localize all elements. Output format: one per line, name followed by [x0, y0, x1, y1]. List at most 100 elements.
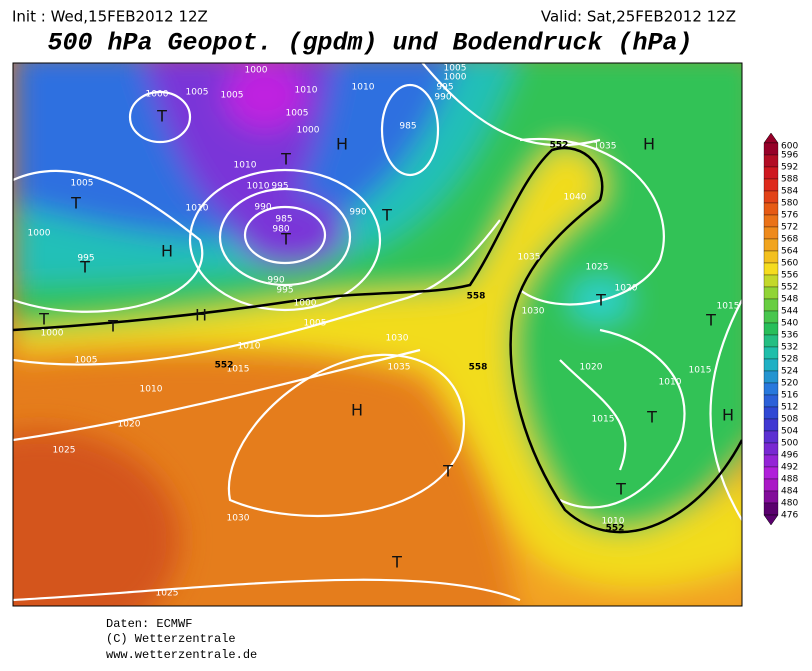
isobar-label: 1000	[245, 66, 268, 76]
isobar-label: 1030	[522, 307, 545, 317]
colorbar-arrow-bottom	[763, 514, 779, 526]
isobar-label: 1015	[227, 365, 250, 375]
isobar-label: 1000	[28, 229, 51, 239]
copyright: (C) Wetterzentrale	[106, 632, 236, 646]
isobar-label: 1030	[386, 334, 409, 344]
pressure-center: T	[381, 206, 392, 225]
colorbar-swatch	[763, 226, 779, 240]
pressure-center: H	[722, 406, 734, 425]
colorbar-label: 544	[781, 307, 798, 317]
isobar-label: 1035	[518, 253, 541, 263]
isobar-label: 1005	[444, 64, 467, 74]
pressure-center: T	[70, 194, 81, 213]
isobar-label: 1040	[564, 193, 587, 203]
colorbar-swatch	[763, 454, 779, 468]
isobar-label: 995	[276, 286, 293, 296]
colorbar-swatch	[763, 286, 779, 300]
isobar-label: 552	[215, 361, 234, 371]
init-time: Init : Wed,15FEB2012 12Z	[12, 8, 208, 26]
isobar-label: 1000	[294, 299, 317, 309]
pressure-center: H	[351, 401, 363, 420]
isobar-label: 995	[271, 182, 288, 192]
isobar-label: 1015	[592, 415, 615, 425]
colorbar-label: 532	[781, 343, 798, 353]
colorbar-label: 548	[781, 295, 798, 305]
isobar	[218, 187, 352, 287]
pressure-center: H	[643, 135, 655, 154]
isobar-label: 1005	[221, 91, 244, 101]
isobar	[709, 299, 742, 521]
isobar	[13, 219, 501, 366]
colorbar-label: 572	[781, 223, 798, 233]
isobar-label: 1035	[388, 363, 411, 373]
colorbar-label: 528	[781, 355, 798, 365]
field-purple-low	[235, 197, 345, 267]
pressure-center: T	[442, 462, 453, 481]
isobar-label: 1020	[118, 420, 141, 430]
colorbar-swatch	[763, 394, 779, 408]
pressure-center: T	[79, 258, 90, 277]
colorbar-swatch	[763, 214, 779, 228]
pressure-center: T	[107, 317, 118, 336]
isobar-label: 558	[467, 292, 486, 302]
map-field: 1000 1005 1005 1000 1010 1010 1005 1000 1005 1000…	[13, 63, 742, 606]
pressure-center: T	[595, 291, 606, 310]
pressure-center: T	[391, 553, 402, 572]
isobar-label: 1025	[156, 589, 179, 599]
contour-552	[13, 146, 742, 534]
isobar	[559, 359, 627, 471]
colorbar-label: 592	[781, 163, 798, 173]
isobar	[380, 83, 440, 177]
colorbar-swatch	[763, 250, 779, 264]
colorbar-swatch	[763, 238, 779, 252]
isobar-label: 1005	[75, 356, 98, 366]
isobar-label: 990	[254, 203, 271, 213]
pressure-center: H	[161, 242, 173, 261]
colorbar-label: 580	[781, 199, 798, 209]
website: www.wetterzentrale.de	[106, 648, 257, 662]
isobar-label: 990	[349, 208, 366, 218]
colorbar-label: 476	[781, 511, 798, 521]
isobar	[128, 90, 192, 144]
colorbar-swatch	[763, 322, 779, 336]
colorbar-label: 492	[781, 463, 798, 473]
isobar-label: 990	[267, 276, 284, 286]
isobar-label: 1015	[717, 302, 740, 312]
pressure-center: T	[615, 480, 626, 499]
isobar-label: 1000	[41, 329, 64, 339]
colorbar-label: 488	[781, 475, 798, 485]
colorbar-label: 576	[781, 211, 798, 221]
colorbar-swatch	[763, 142, 779, 156]
pressure-center: T	[280, 230, 291, 249]
colorbar-swatch	[763, 490, 779, 504]
isobar	[13, 348, 421, 442]
isobar-label: 558	[469, 363, 488, 373]
colorbar-swatch	[763, 274, 779, 288]
isobar-label: 1010	[234, 161, 257, 171]
colorbar-label: 584	[781, 187, 798, 197]
colorbar-label: 564	[781, 247, 798, 257]
pressure-center: T	[646, 408, 657, 427]
colorbar-swatch	[763, 298, 779, 312]
pressure-center: H	[336, 135, 348, 154]
isobar	[188, 168, 382, 312]
isobar-label: 1010	[238, 342, 261, 352]
isobar-label: 985	[399, 122, 416, 132]
colorbar-swatch	[763, 382, 779, 396]
colorbar-swatch	[763, 418, 779, 432]
isobar-label: 995	[77, 254, 94, 264]
colorbar-swatch	[763, 334, 779, 348]
pressure-center: T	[280, 150, 291, 169]
colorbar-swatch	[763, 178, 779, 192]
isobar-label: 1010	[602, 517, 625, 527]
isobar-label: 1010	[295, 86, 318, 96]
isobar-label: 1020	[580, 363, 603, 373]
field-red	[13, 430, 180, 606]
colorbar-swatch	[763, 190, 779, 204]
isobar-label: 1005	[286, 109, 309, 119]
isobar	[243, 205, 327, 265]
colorbar-swatch	[763, 466, 779, 480]
colorbar-swatch	[763, 406, 779, 420]
colorbar-swatch	[763, 262, 779, 276]
